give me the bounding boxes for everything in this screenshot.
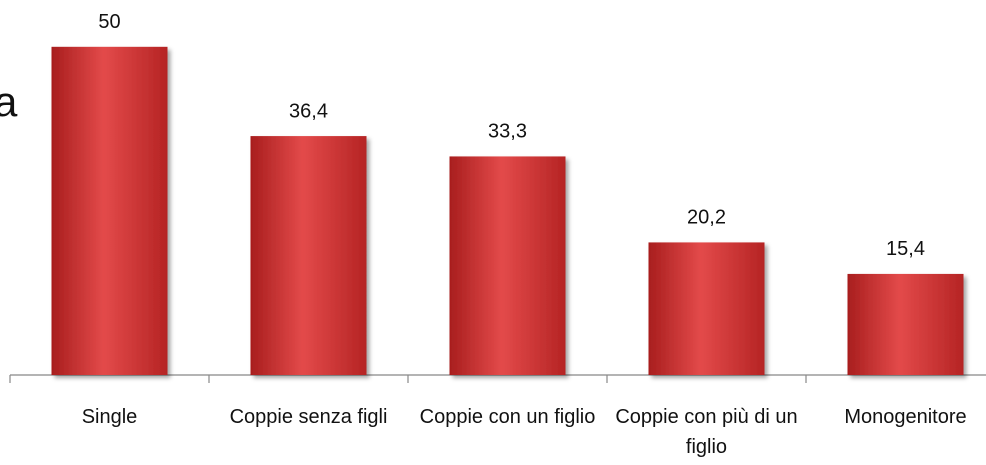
label-line: Single bbox=[82, 406, 138, 428]
value-label: 36,4 bbox=[289, 100, 328, 122]
bar bbox=[250, 136, 367, 375]
value-label: 20,2 bbox=[687, 207, 726, 229]
label-line: Coppie con più di un bbox=[615, 406, 797, 428]
value-label: 50 bbox=[98, 11, 120, 33]
value-label: 15,4 bbox=[886, 238, 925, 260]
bar bbox=[648, 242, 765, 375]
x-tick-label: Single bbox=[82, 406, 138, 428]
x-tick-label: Coppie con più di un figlio bbox=[615, 406, 797, 458]
bar bbox=[449, 156, 566, 375]
bar bbox=[847, 273, 964, 375]
value-label: 33,3 bbox=[488, 121, 527, 143]
label-line: Coppie con un figlio bbox=[420, 406, 596, 428]
chart-title: a bbox=[0, 78, 18, 125]
x-tick-label: Coppie con un figlio bbox=[420, 406, 596, 428]
bar bbox=[51, 46, 168, 376]
label-line: Coppie senza figli bbox=[230, 406, 388, 428]
label-line: figlio bbox=[686, 436, 727, 458]
label-line: Monogenitore bbox=[844, 406, 966, 428]
x-tick-label: Monogenitore bbox=[844, 406, 966, 428]
x-tick-label: Coppie senza figli bbox=[230, 406, 388, 428]
